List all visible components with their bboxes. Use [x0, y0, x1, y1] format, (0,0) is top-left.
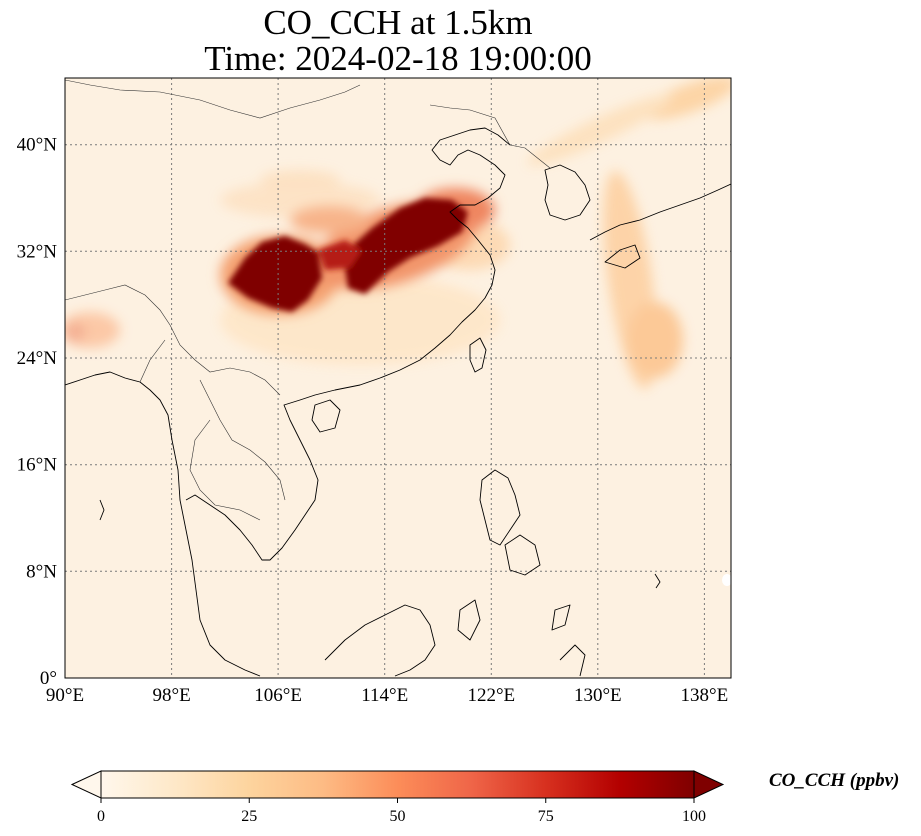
x-tick-label: 130°E [574, 685, 622, 706]
colorbar-extend-high [693, 770, 725, 799]
chart-subtitle-time: Time: 2024-02-18 19:00:00 [204, 39, 592, 78]
colorbar-extend-low [70, 770, 102, 799]
y-tick-label: 32°N [17, 241, 58, 262]
x-tick-label: 106°E [254, 685, 302, 706]
colorbar-tick-label: 25 [241, 808, 257, 825]
concentration-plume-high [228, 198, 468, 312]
colorbar-tick-label: 0 [97, 808, 105, 825]
y-axis-ticks: 0° 8°N 16°N 24°N 32°N 40°N [17, 135, 58, 689]
country-borders [65, 79, 551, 521]
colorbar-tick-label: 100 [682, 808, 706, 825]
y-tick-label: 0° [40, 668, 57, 689]
x-tick-label: 90°E [46, 685, 84, 706]
map-frame [64, 77, 732, 679]
background-field [65, 78, 731, 678]
y-tick-label: 24°N [17, 348, 58, 369]
colorbar: 0 25 50 75 100 [70, 770, 725, 825]
colorbar-tick-label: 75 [538, 808, 554, 825]
missing-data-spot [722, 574, 731, 586]
gridlines [65, 78, 731, 678]
colorbar-gradient [101, 771, 694, 798]
x-tick-label: 114°E [361, 685, 408, 706]
y-tick-label: 16°N [17, 455, 58, 476]
colorbar-tick-label: 50 [390, 808, 406, 825]
x-tick-label: 138°E [681, 685, 729, 706]
chart-title: CO_CCH at 1.5km [263, 3, 533, 42]
x-axis-ticks: 90°E 98°E 106°E 114°E 122°E 130°E 138°E [46, 685, 728, 706]
x-tick-label: 122°E [467, 685, 515, 706]
colorbar-title: CO_CCH (ppbv) [769, 770, 900, 791]
y-tick-label: 8°N [26, 561, 57, 582]
y-tick-label: 40°N [17, 135, 58, 156]
map-panel [65, 78, 731, 678]
coastlines [65, 127, 731, 677]
x-tick-label: 98°E [152, 685, 190, 706]
